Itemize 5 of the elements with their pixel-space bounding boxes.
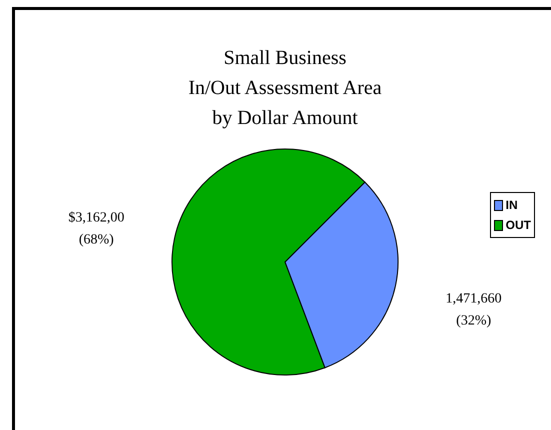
legend-label: IN (506, 197, 518, 214)
legend-label: OUT (506, 217, 531, 234)
data-label: $3,162,00 (68%) (68, 210, 124, 248)
data-label: 1,471,660 (32%) (446, 292, 502, 329)
chart-title: Small Business In/Out Assessment Area by Dollar Amount (187, 46, 383, 131)
